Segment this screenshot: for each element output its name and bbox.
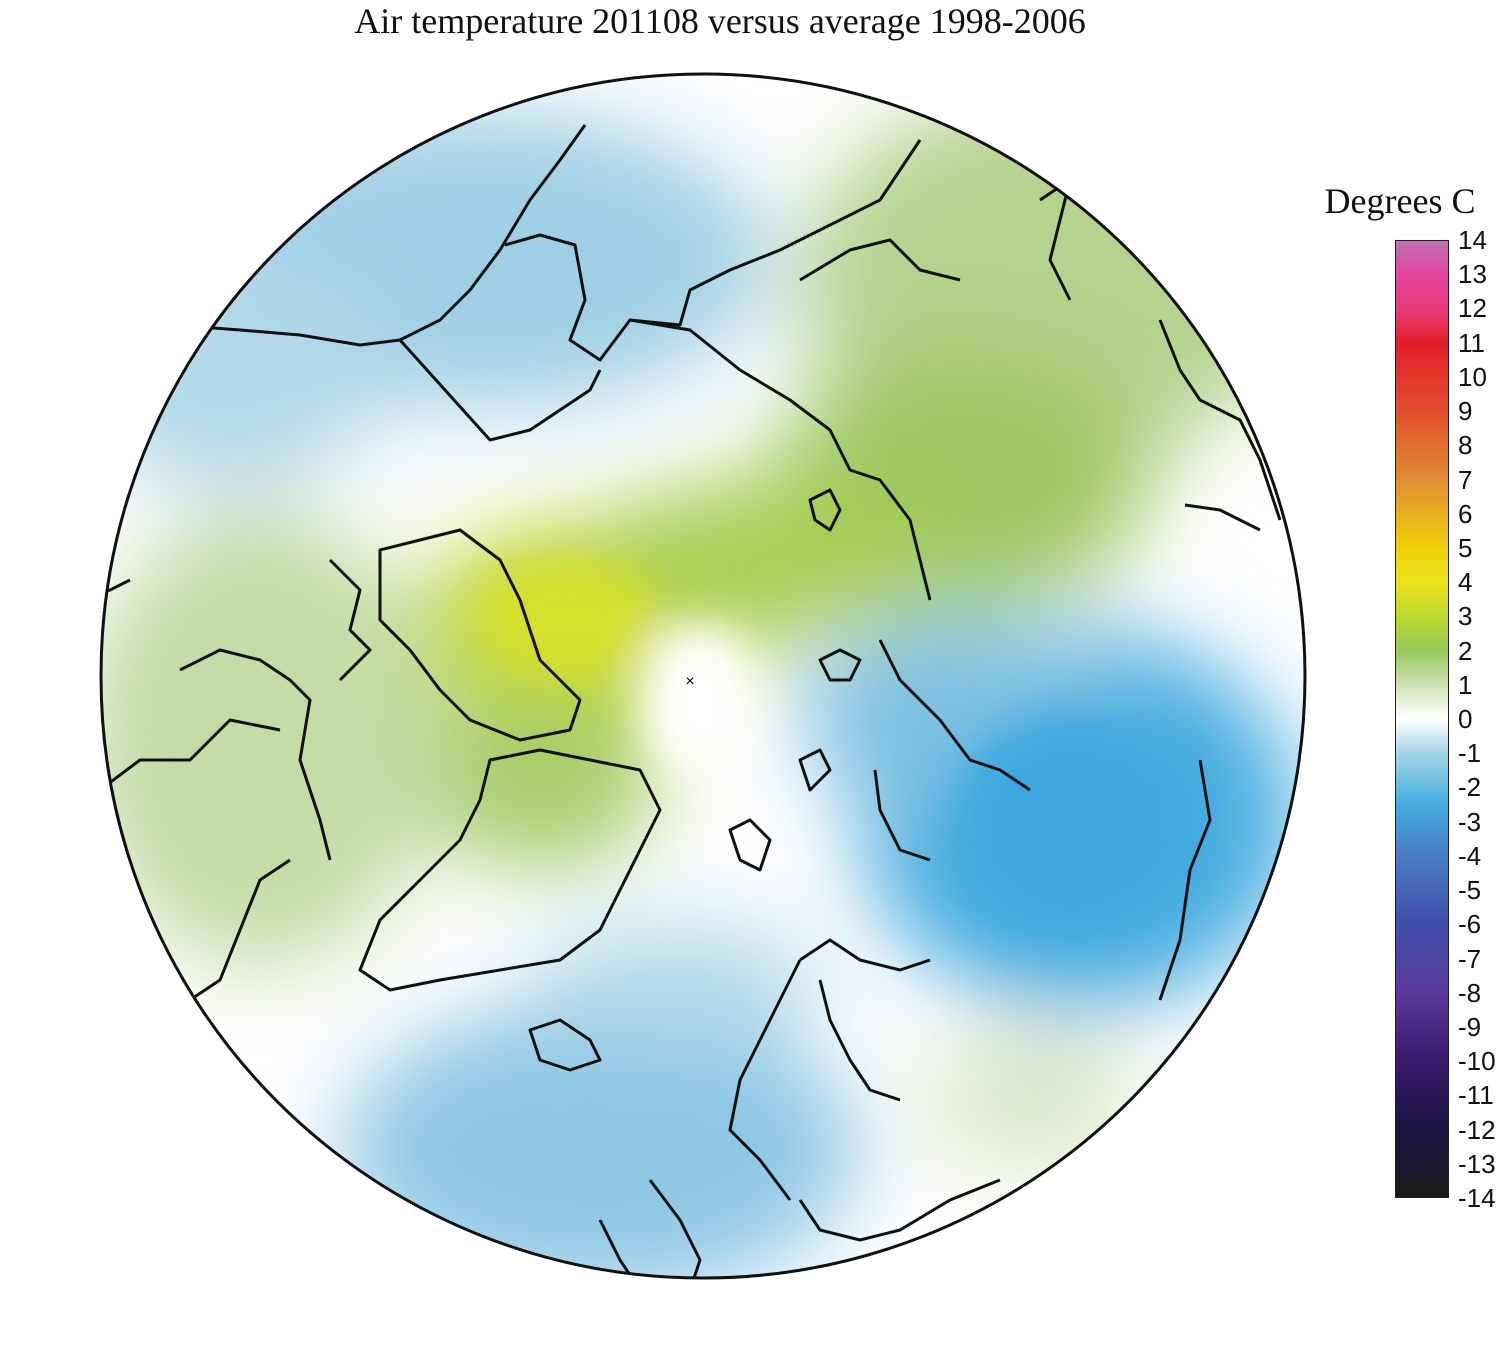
legend-title: Degrees C xyxy=(1324,181,1476,221)
colorbar-tick-label: 10 xyxy=(1458,361,1487,392)
colorbar-tick-label: -14 xyxy=(1458,1183,1496,1213)
anomaly-east-europe xyxy=(920,1030,1140,1170)
colorbar-tick-label: 5 xyxy=(1458,532,1473,563)
colorbar-tick-label: -10 xyxy=(1458,1046,1496,1077)
colorbar-tick-label: -8 xyxy=(1458,977,1482,1008)
colorbar-tick-label: 1 xyxy=(1458,669,1473,700)
map-boundary xyxy=(99,72,1307,1280)
anomaly-beaufort xyxy=(580,480,940,640)
colorbar-tick-label: -9 xyxy=(1458,1011,1482,1042)
anomaly-atlantic xyxy=(340,1000,860,1278)
colorbar-tick-label: 8 xyxy=(1458,430,1473,461)
colorbar-tick-label: -2 xyxy=(1458,772,1482,803)
colorbar-tick-label: -11 xyxy=(1458,1080,1494,1111)
colorbar-tick-label: 13 xyxy=(1458,259,1487,290)
anomaly-canada xyxy=(101,510,440,970)
colorbar-tick-label: 7 xyxy=(1458,464,1473,495)
colorbar-tick-label: 3 xyxy=(1458,601,1473,632)
colorbar-tick-label: 6 xyxy=(1458,498,1473,529)
colorbar-tick-label: 4 xyxy=(1458,567,1473,598)
north-pole-marker: × xyxy=(685,673,694,690)
colorbar-tick-label: 2 xyxy=(1458,635,1473,666)
colorbar-tick-label: -5 xyxy=(1458,875,1482,906)
colorbar-tick-label: -3 xyxy=(1458,806,1482,837)
anomaly-baffin xyxy=(420,690,660,870)
colorbar-tick-label: 14 xyxy=(1458,225,1487,255)
colorbar-tick-label: -1 xyxy=(1458,738,1482,769)
colorbar xyxy=(1395,240,1449,1198)
colorbar-tick-label: 9 xyxy=(1458,396,1473,427)
colorbar-tick-label: 11 xyxy=(1458,327,1485,358)
colorbar-tick-label: -4 xyxy=(1458,840,1482,871)
colorbar-tick-label: 12 xyxy=(1458,293,1487,324)
colorbar-tick-label: -13 xyxy=(1458,1148,1496,1179)
colorbar-tick-label: -7 xyxy=(1458,943,1482,974)
map-title: Air temperature 201108 versus average 19… xyxy=(354,1,1086,41)
colorbar-tick-label: -6 xyxy=(1458,909,1482,940)
colorbar-tick-label: -12 xyxy=(1458,1114,1496,1145)
anomaly-field xyxy=(101,74,1305,1278)
anomaly-greenland-sea xyxy=(530,920,830,1040)
colorbar-tick-label: 0 xyxy=(1458,704,1473,734)
